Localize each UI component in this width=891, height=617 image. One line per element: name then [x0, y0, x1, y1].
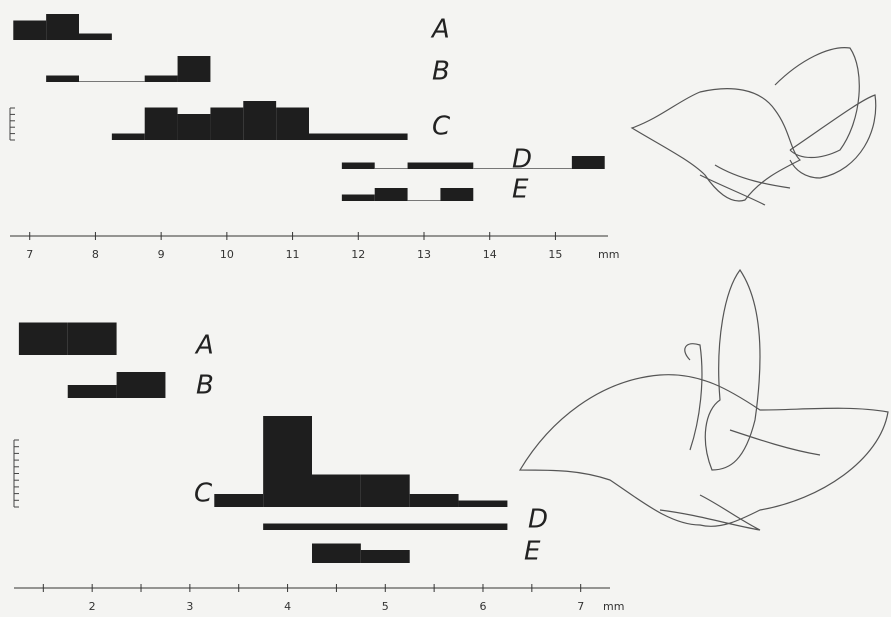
bar — [375, 188, 408, 201]
bar — [79, 34, 112, 41]
bar — [68, 385, 117, 398]
x-tick-label: 14 — [483, 248, 497, 261]
bar — [312, 475, 361, 508]
flower-bottom — [520, 270, 888, 530]
x-tick-label: 8 — [92, 248, 99, 261]
x-tick-label: 9 — [158, 248, 165, 261]
bar — [178, 114, 211, 140]
x-tick-label: 3 — [186, 600, 193, 613]
bar — [539, 168, 572, 169]
bar — [473, 168, 539, 169]
x-axis-label: mm — [603, 600, 624, 613]
bar — [112, 134, 145, 141]
series-label: C — [194, 479, 213, 509]
bar — [145, 108, 178, 141]
x-tick-label: 13 — [417, 248, 431, 261]
flower-top — [632, 48, 876, 205]
bar — [440, 188, 473, 201]
bar — [145, 76, 178, 83]
x-tick-label: 2 — [89, 600, 96, 613]
bar — [13, 21, 46, 41]
bar — [68, 323, 117, 356]
series-label: B — [196, 371, 214, 401]
x-tick-label: 6 — [479, 600, 486, 613]
series-label: C — [432, 112, 451, 142]
bar — [243, 101, 276, 140]
x-axis-label: mm — [598, 248, 619, 261]
x-tick-label: 15 — [548, 248, 562, 261]
bar — [210, 108, 243, 141]
bar — [342, 163, 375, 170]
series-label: D — [512, 145, 532, 175]
x-tick-label: 4 — [284, 600, 291, 613]
x-tick-label: 7 — [26, 248, 33, 261]
series-label: D — [528, 505, 548, 535]
bar — [19, 323, 68, 356]
bar — [178, 56, 211, 82]
bar — [309, 134, 408, 141]
bar — [410, 494, 459, 507]
x-tick-label: 11 — [286, 248, 300, 261]
bar — [408, 163, 474, 170]
x-tick-label: 5 — [382, 600, 389, 613]
bar — [263, 416, 312, 507]
x-tick-label: 7 — [577, 600, 584, 613]
x-tick-label: 12 — [351, 248, 365, 261]
bar — [46, 14, 79, 40]
figure: 789101112131415mmABCDE234567mmABCDE — [0, 0, 891, 617]
x-tick-label: 10 — [220, 248, 234, 261]
bar — [79, 81, 145, 82]
bar — [342, 195, 375, 202]
bar — [572, 156, 605, 169]
bar — [263, 524, 507, 531]
series-label: E — [524, 537, 541, 567]
series-label: A — [430, 15, 450, 45]
bar — [214, 494, 263, 507]
bar — [312, 544, 361, 564]
series-label: E — [512, 175, 529, 205]
bar — [459, 501, 508, 508]
series-label: B — [432, 57, 450, 87]
bar — [46, 76, 79, 83]
bar — [361, 475, 410, 508]
bar — [276, 108, 309, 141]
series-label: A — [194, 331, 214, 361]
bar — [361, 550, 410, 563]
page: 789101112131415mmABCDE234567mmABCDE (() … — [0, 0, 891, 617]
bar — [375, 168, 408, 169]
bar — [408, 200, 441, 201]
bar — [117, 372, 166, 398]
